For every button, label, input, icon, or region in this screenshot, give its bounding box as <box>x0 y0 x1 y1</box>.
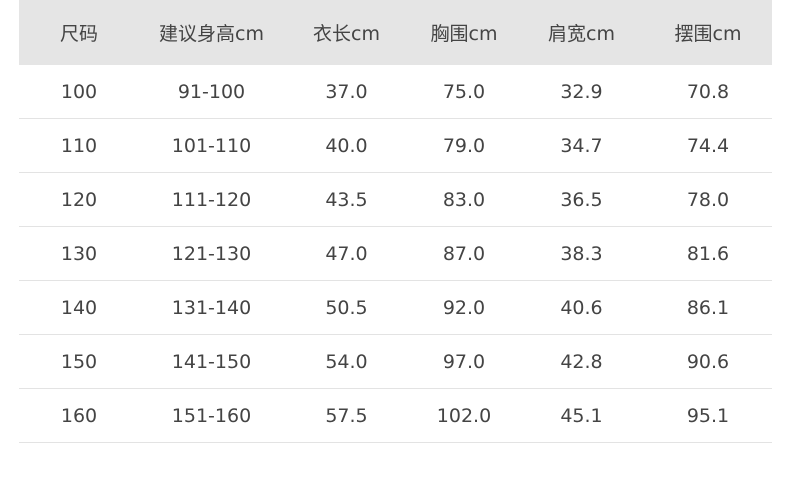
table-cell: 92.0 <box>409 280 519 335</box>
table-cell: 95.1 <box>644 388 772 443</box>
column-header: 胸围cm <box>409 0 519 65</box>
table-cell: 37.0 <box>284 65 409 119</box>
column-header: 衣长cm <box>284 0 409 65</box>
table-row: 140 131-140 50.5 92.0 40.6 86.1 <box>19 280 772 335</box>
column-header: 建议身高cm <box>139 0 284 65</box>
table-cell: 120 <box>19 172 139 227</box>
table-cell: 74.4 <box>644 118 772 173</box>
table-cell: 43.5 <box>284 172 409 227</box>
table-cell: 54.0 <box>284 334 409 389</box>
table-cell: 50.5 <box>284 280 409 335</box>
table-cell: 45.1 <box>519 388 644 443</box>
table-cell: 100 <box>19 65 139 119</box>
table-cell: 160 <box>19 388 139 443</box>
table-cell: 131-140 <box>139 280 284 335</box>
table-cell: 111-120 <box>139 172 284 227</box>
column-header: 尺码 <box>19 0 139 65</box>
table-cell: 102.0 <box>409 388 519 443</box>
table-cell: 97.0 <box>409 334 519 389</box>
table-cell: 83.0 <box>409 172 519 227</box>
table-cell: 70.8 <box>644 65 772 119</box>
table-row: 100 91-100 37.0 75.0 32.9 70.8 <box>19 65 772 119</box>
size-chart-table: 尺码 建议身高cm 衣长cm 胸围cm 肩宽cm 摆围cm 100 91-100 37.0 75… <box>19 0 772 443</box>
table-cell: 151-160 <box>139 388 284 443</box>
table-row: 110 101-110 40.0 79.0 34.7 74.4 <box>19 118 772 173</box>
table-cell: 42.8 <box>519 334 644 389</box>
table-cell: 87.0 <box>409 226 519 281</box>
table-cell: 140 <box>19 280 139 335</box>
header-row: 尺码 建议身高cm 衣长cm 胸围cm 肩宽cm 摆围cm <box>19 0 772 65</box>
table-row: 150 141-150 54.0 97.0 42.8 90.6 <box>19 334 772 389</box>
table-cell: 130 <box>19 226 139 281</box>
table-cell: 110 <box>19 118 139 173</box>
table-cell: 78.0 <box>644 172 772 227</box>
table-row: 120 111-120 43.5 83.0 36.5 78.0 <box>19 172 772 227</box>
table-cell: 36.5 <box>519 172 644 227</box>
table-cell: 38.3 <box>519 226 644 281</box>
table-row: 130 121-130 47.0 87.0 38.3 81.6 <box>19 226 772 281</box>
table-cell: 47.0 <box>284 226 409 281</box>
column-header: 肩宽cm <box>519 0 644 65</box>
table-row: 160 151-160 57.5 102.0 45.1 95.1 <box>19 388 772 443</box>
table-cell: 75.0 <box>409 65 519 119</box>
table-cell: 79.0 <box>409 118 519 173</box>
table-cell: 91-100 <box>139 65 284 119</box>
table-cell: 150 <box>19 334 139 389</box>
table-cell: 34.7 <box>519 118 644 173</box>
table-cell: 141-150 <box>139 334 284 389</box>
table-cell: 81.6 <box>644 226 772 281</box>
table-cell: 40.6 <box>519 280 644 335</box>
table-cell: 32.9 <box>519 65 644 119</box>
table-cell: 57.5 <box>284 388 409 443</box>
table-cell: 101-110 <box>139 118 284 173</box>
table-cell: 86.1 <box>644 280 772 335</box>
table-cell: 90.6 <box>644 334 772 389</box>
table-cell: 121-130 <box>139 226 284 281</box>
column-header: 摆围cm <box>644 0 772 65</box>
table-cell: 40.0 <box>284 118 409 173</box>
